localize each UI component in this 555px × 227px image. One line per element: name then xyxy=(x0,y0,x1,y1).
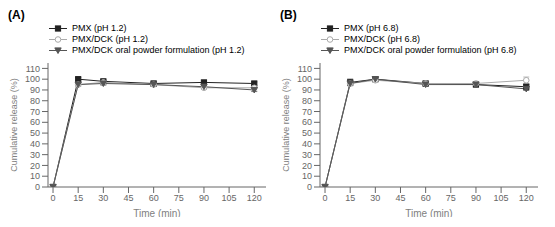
svg-text:105: 105 xyxy=(222,193,237,203)
html-text:PMX/DCK oral powder formulatio: PMX/DCK oral powder formulation (pH 6.8) xyxy=(344,45,517,55)
svg-text:60: 60 xyxy=(149,193,159,203)
svg-text:120: 120 xyxy=(247,193,262,203)
svg-text:80: 80 xyxy=(30,96,40,106)
svg-text:20: 20 xyxy=(302,161,312,171)
svg-text:40: 40 xyxy=(30,139,40,149)
svg-text:90: 90 xyxy=(302,85,312,95)
html-text:PMX (pH 6.8): PMX (pH 6.8) xyxy=(344,23,399,33)
svg-text:70: 70 xyxy=(302,107,312,117)
svg-text:10: 10 xyxy=(30,171,40,181)
svg-text:45: 45 xyxy=(395,193,405,203)
svg-text:90: 90 xyxy=(199,193,209,203)
svg-text:30: 30 xyxy=(30,150,40,160)
svg-text:120: 120 xyxy=(519,193,534,203)
svg-text:110: 110 xyxy=(298,64,312,74)
svg-text:0: 0 xyxy=(35,182,40,192)
svg-text:60: 60 xyxy=(302,117,312,127)
svg-text:50: 50 xyxy=(30,128,40,138)
svg-text:90: 90 xyxy=(471,193,481,203)
svg-text:110: 110 xyxy=(26,64,40,74)
svg-text:Time (min): Time (min) xyxy=(133,208,180,217)
svg-text:50: 50 xyxy=(302,128,312,138)
svg-text:30: 30 xyxy=(98,193,108,203)
svg-text:Cumulative release (%): Cumulative release (%) xyxy=(9,78,19,172)
svg-text:15: 15 xyxy=(73,193,83,203)
svg-text:75: 75 xyxy=(446,193,456,203)
svg-text:90: 90 xyxy=(30,85,40,95)
svg-text:40: 40 xyxy=(302,139,312,149)
svg-text:0: 0 xyxy=(307,182,312,192)
svg-text:20: 20 xyxy=(30,161,40,171)
html-text:(B): (B) xyxy=(280,8,297,22)
svg-text:45: 45 xyxy=(123,193,133,203)
svg-text:0: 0 xyxy=(51,193,56,203)
svg-text:15: 15 xyxy=(345,193,355,203)
html-text:(A): (A) xyxy=(8,8,25,22)
svg-text:30: 30 xyxy=(302,150,312,160)
svg-text:0: 0 xyxy=(323,193,328,203)
svg-text:80: 80 xyxy=(302,96,312,106)
html-text:PMX/DCK oral powder formulatio: PMX/DCK oral powder formulation (pH 1.2) xyxy=(72,45,245,55)
svg-text:60: 60 xyxy=(30,117,40,127)
svg-text:100: 100 xyxy=(297,74,312,84)
svg-text:60: 60 xyxy=(421,193,431,203)
svg-text:100: 100 xyxy=(25,74,40,84)
html-text:PMX (pH 1.2): PMX (pH 1.2) xyxy=(72,23,127,33)
svg-text:30: 30 xyxy=(370,193,380,203)
html-text:PMX/DCK (pH 1.2): PMX/DCK (pH 1.2) xyxy=(72,34,148,44)
svg-text:10: 10 xyxy=(302,171,312,181)
svg-text:70: 70 xyxy=(30,107,40,117)
svg-text:105: 105 xyxy=(494,193,509,203)
svg-text:Time (min): Time (min) xyxy=(405,208,452,217)
html-text:PMX/DCK (pH 6.8): PMX/DCK (pH 6.8) xyxy=(344,34,420,44)
svg-text:75: 75 xyxy=(174,193,184,203)
svg-text:Cumulative release (%): Cumulative release (%) xyxy=(281,78,291,172)
